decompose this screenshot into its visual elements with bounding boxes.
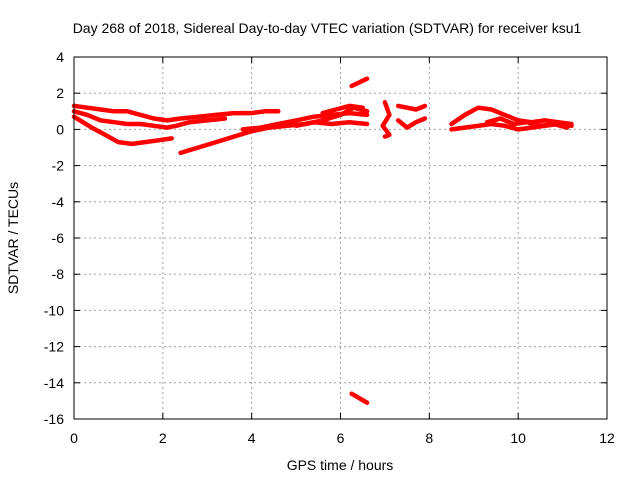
series-track-2 bbox=[71, 109, 228, 130]
x-tick-label: 0 bbox=[70, 430, 78, 446]
x-tick-label: 8 bbox=[425, 430, 433, 446]
y-tick-label: -6 bbox=[52, 230, 65, 246]
x-axis-label: GPS time / hours bbox=[287, 457, 394, 473]
x-tick-label: 6 bbox=[337, 430, 345, 446]
series-track-3 bbox=[71, 114, 174, 147]
series-track-8 bbox=[449, 105, 574, 127]
axis-ticks: 0 2 4 6 8 10 12 4 2 0 -2 -4 -6 -8 -10 -12 -14 -16 bbox=[44, 49, 615, 446]
y-tick-label: 2 bbox=[56, 85, 64, 101]
series-track-1 bbox=[71, 103, 281, 123]
series-segment-4 bbox=[395, 103, 428, 112]
chart-title: Day 268 of 2018, Sidereal Day-to-day VTE… bbox=[73, 20, 582, 36]
y-tick-label: -10 bbox=[44, 302, 64, 318]
y-tick-label: -16 bbox=[44, 411, 64, 427]
y-tick-label: -4 bbox=[52, 194, 65, 210]
x-tick-label: 10 bbox=[510, 430, 526, 446]
y-tick-label: 4 bbox=[56, 49, 64, 65]
y-tick-label: -12 bbox=[44, 339, 64, 355]
y-axis-label: SDTVAR / TECUs bbox=[5, 182, 21, 294]
series-segment-5 bbox=[395, 116, 428, 130]
y-tick-label: 0 bbox=[56, 121, 64, 137]
grid bbox=[74, 57, 607, 419]
series-segment-3 bbox=[380, 100, 392, 139]
data-series bbox=[71, 76, 574, 405]
y-tick-label: -14 bbox=[44, 375, 64, 391]
y-tick-label: -2 bbox=[52, 158, 65, 174]
series-segment-2 bbox=[349, 391, 370, 405]
series-track-10 bbox=[484, 116, 570, 130]
series-track-6 bbox=[293, 119, 370, 129]
x-tick-label: 12 bbox=[599, 430, 615, 446]
series-track-5 bbox=[240, 110, 370, 132]
series-segment-1 bbox=[349, 76, 370, 89]
x-tick-label: 2 bbox=[159, 430, 167, 446]
y-tick-label: -8 bbox=[52, 266, 65, 282]
series-track-7 bbox=[320, 103, 365, 116]
x-tick-label: 4 bbox=[248, 430, 256, 446]
